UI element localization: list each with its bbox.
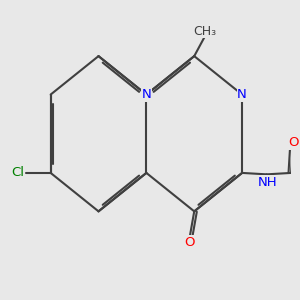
Text: Cl: Cl <box>12 167 25 179</box>
Text: CH₃: CH₃ <box>193 25 217 38</box>
Text: O: O <box>184 236 194 249</box>
Text: O: O <box>288 136 298 149</box>
Text: N: N <box>142 88 151 101</box>
Text: NH: NH <box>258 176 277 189</box>
Text: N: N <box>237 88 247 101</box>
